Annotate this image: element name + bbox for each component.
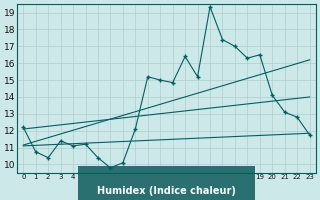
X-axis label: Humidex (Indice chaleur): Humidex (Indice chaleur) (97, 186, 236, 196)
